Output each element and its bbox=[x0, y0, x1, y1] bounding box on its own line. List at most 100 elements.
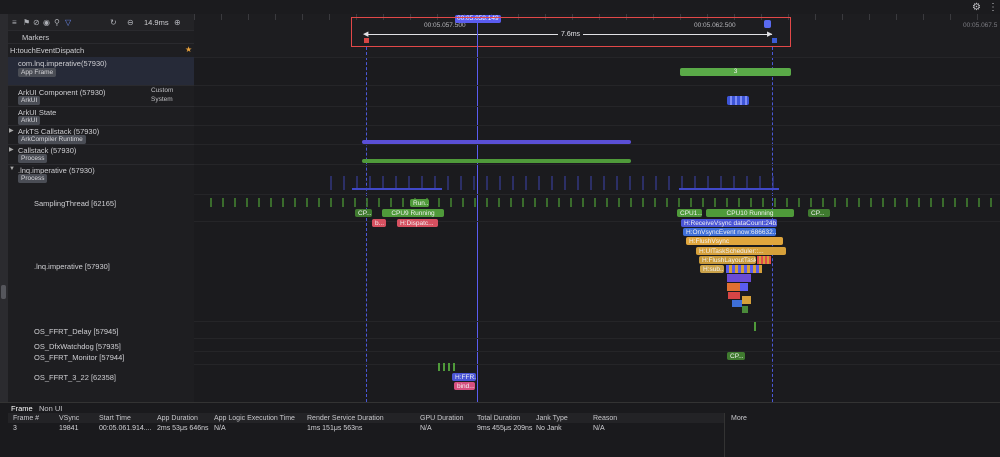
slice-ui-task-scheduler[interactable]: H:UITaskScheduler::... bbox=[696, 247, 786, 255]
tab-non-ui[interactable]: Non UI bbox=[39, 404, 63, 413]
zoom-in-icon[interactable]: ⊕ bbox=[174, 18, 181, 27]
col-total-duration[interactable]: Total Duration bbox=[477, 415, 521, 422]
range-start-line bbox=[366, 47, 367, 402]
ruler-time-right: 00:05.062.500 bbox=[694, 22, 736, 29]
process-slice[interactable] bbox=[362, 159, 631, 163]
markers-label: Markers bbox=[22, 33, 50, 42]
col-vsync[interactable]: VSync bbox=[59, 415, 80, 422]
bottom-panel bbox=[0, 402, 1000, 457]
track-ffrt-3-22[interactable]: OS_FFRT_3_22 [62358] bbox=[34, 373, 116, 382]
slice-b[interactable]: b... bbox=[372, 219, 386, 227]
reset-icon[interactable]: ↻ bbox=[110, 18, 117, 27]
col-jank-type[interactable]: Jank Type bbox=[536, 415, 568, 422]
expand-arkts-icon[interactable]: ▶ bbox=[9, 128, 14, 134]
col-app-logic[interactable]: App Logic Execution Time bbox=[214, 415, 295, 422]
cell-start-time: 00:05.061.914.... bbox=[99, 425, 152, 432]
collapse-process-icon[interactable]: ▼ bbox=[9, 166, 15, 172]
collapse-handle[interactable] bbox=[1, 285, 6, 299]
slice-run[interactable]: Run... bbox=[410, 199, 429, 207]
zoom-out-icon[interactable]: ⊖ bbox=[127, 18, 134, 27]
flag-icon[interactable]: ⚑ bbox=[23, 18, 31, 27]
track-arkts-callstack[interactable]: ArkTS Callstack (57930) bbox=[18, 127, 100, 136]
system-label: System bbox=[151, 96, 173, 103]
span-right-arrow-icon: ▶ bbox=[767, 31, 773, 38]
slice-dispatch[interactable]: H:Dispatc... bbox=[397, 219, 438, 227]
arkui-component-slice[interactable] bbox=[727, 96, 749, 105]
table-header-bg bbox=[8, 413, 724, 423]
custom-label: Custom bbox=[151, 87, 174, 94]
track-sampling-thread[interactable]: SamplingThread [62165] bbox=[34, 199, 117, 208]
zoom-level: 14.9ms bbox=[144, 18, 169, 27]
callstack-slice[interactable] bbox=[362, 140, 631, 144]
settings-gear-icon[interactable]: ⚙ bbox=[972, 2, 981, 13]
track-imperative-thread[interactable]: .lnq.imperative [57930] bbox=[34, 262, 110, 271]
selection-duration: 7.6ms bbox=[558, 30, 584, 39]
marker-flag-icon[interactable] bbox=[764, 20, 771, 28]
search-icon[interactable]: ⚲ bbox=[54, 18, 60, 27]
cell-app-logic: N/A bbox=[214, 425, 226, 432]
filter-icon[interactable]: ▽ bbox=[65, 18, 72, 27]
time-ruler bbox=[194, 14, 1000, 57]
slice-sub[interactable]: H:sub... bbox=[700, 265, 724, 273]
slice-cp-left[interactable]: CP... bbox=[355, 209, 372, 217]
col-render-service[interactable]: Render Service Duration bbox=[307, 415, 384, 422]
slice-flush-layout[interactable]: H:FlushLayoutTask bbox=[699, 256, 756, 264]
slice-layout-tail[interactable] bbox=[757, 256, 771, 264]
slice-flush-vsync[interactable]: H:FlushVsync bbox=[686, 237, 783, 245]
slice-receive-vsync[interactable]: H:ReceiveVsync dataCount:24b... bbox=[681, 219, 777, 227]
range-end-flag[interactable] bbox=[772, 38, 777, 43]
track-arkui-component[interactable]: ArkUI Component (57930) bbox=[18, 88, 106, 97]
slice-cpu9-running[interactable]: CPU9 Running bbox=[382, 209, 444, 217]
col-gpu-duration[interactable]: GPU Duration bbox=[420, 415, 464, 422]
tag-app-frame: App Frame bbox=[18, 68, 57, 77]
ruler-time-far-right: 00:05.067.5 bbox=[963, 22, 998, 29]
slice-bind[interactable]: bind... bbox=[454, 382, 475, 390]
col-reason[interactable]: Reason bbox=[593, 415, 618, 422]
favorite-star-icon[interactable]: ★ bbox=[185, 45, 193, 54]
stack-depth-8[interactable] bbox=[742, 306, 748, 313]
track-ffrt-delay[interactable]: OS_FFRT_Delay [57945] bbox=[34, 327, 119, 336]
stack-depth-4[interactable] bbox=[728, 292, 740, 299]
track-dfx-watchdog[interactable]: OS_DfxWatchdog [57935] bbox=[34, 342, 121, 351]
process-activity-band bbox=[330, 176, 780, 190]
cell-gpu-duration: N/A bbox=[420, 425, 432, 432]
stack-depth-1[interactable] bbox=[726, 265, 762, 273]
block-icon[interactable]: ⊘ bbox=[33, 18, 40, 27]
sidebar-toggle-icon[interactable]: ≡ bbox=[12, 18, 17, 27]
track-callstack[interactable]: Callstack (57930) bbox=[18, 146, 77, 155]
tag-arkui-component: ArkUI bbox=[18, 96, 41, 105]
track-imperative-process[interactable]: .lnq.imperative (57930) bbox=[18, 166, 95, 175]
tag-imperative-process: Process bbox=[18, 174, 48, 183]
stack-depth-5[interactable] bbox=[732, 300, 742, 307]
stack-depth-7[interactable] bbox=[740, 283, 748, 291]
cell-frame: 3 bbox=[13, 425, 17, 432]
col-app-duration[interactable]: App Duration bbox=[157, 415, 198, 422]
range-start-flag[interactable] bbox=[364, 38, 369, 43]
track-arkui-state[interactable]: ArkUI State bbox=[18, 108, 57, 117]
slice-on-vsync[interactable]: H:OnVsyncEvent now:686632... bbox=[683, 228, 776, 236]
record-icon[interactable]: ◉ bbox=[43, 18, 50, 27]
slice-cpu1[interactable]: CPU1... bbox=[677, 209, 702, 217]
col-start-time[interactable]: Start Time bbox=[99, 415, 131, 422]
col-frame[interactable]: Frame # bbox=[13, 415, 40, 422]
slice-cp-right[interactable]: CP... bbox=[808, 209, 830, 217]
stack-depth-2[interactable] bbox=[727, 274, 751, 282]
app-frame-slice[interactable]: 3 bbox=[680, 68, 791, 76]
span-left-arrow-icon: ◀ bbox=[363, 31, 369, 38]
selection-range-box bbox=[351, 17, 791, 47]
track-ffrt-monitor[interactable]: OS_FFRT_Monitor [57944] bbox=[34, 353, 125, 362]
stack-depth-3[interactable] bbox=[727, 283, 745, 291]
slice-cpu10-running[interactable]: CPU10 Running bbox=[706, 209, 794, 217]
track-app-title[interactable]: com.lnq.imperative(57930) bbox=[18, 59, 107, 68]
tag-arkcompiler-runtime: ArkCompiler Runtime bbox=[18, 135, 86, 144]
slice-monitor-cp[interactable]: CP... bbox=[727, 352, 745, 360]
left-edge-strip bbox=[0, 14, 8, 402]
more-panel-divider bbox=[724, 413, 725, 457]
cell-app-duration: 2ms 53μs 646ns bbox=[157, 425, 209, 432]
ffrt-3-22-activity bbox=[438, 363, 456, 371]
expand-callstack-icon[interactable]: ▶ bbox=[9, 147, 14, 153]
slice-ffrt-h[interactable]: H:FFR... bbox=[452, 373, 476, 381]
stack-depth-6[interactable] bbox=[742, 296, 751, 304]
more-options-icon[interactable]: ⋮ bbox=[988, 2, 998, 13]
cursor-line bbox=[477, 20, 478, 402]
